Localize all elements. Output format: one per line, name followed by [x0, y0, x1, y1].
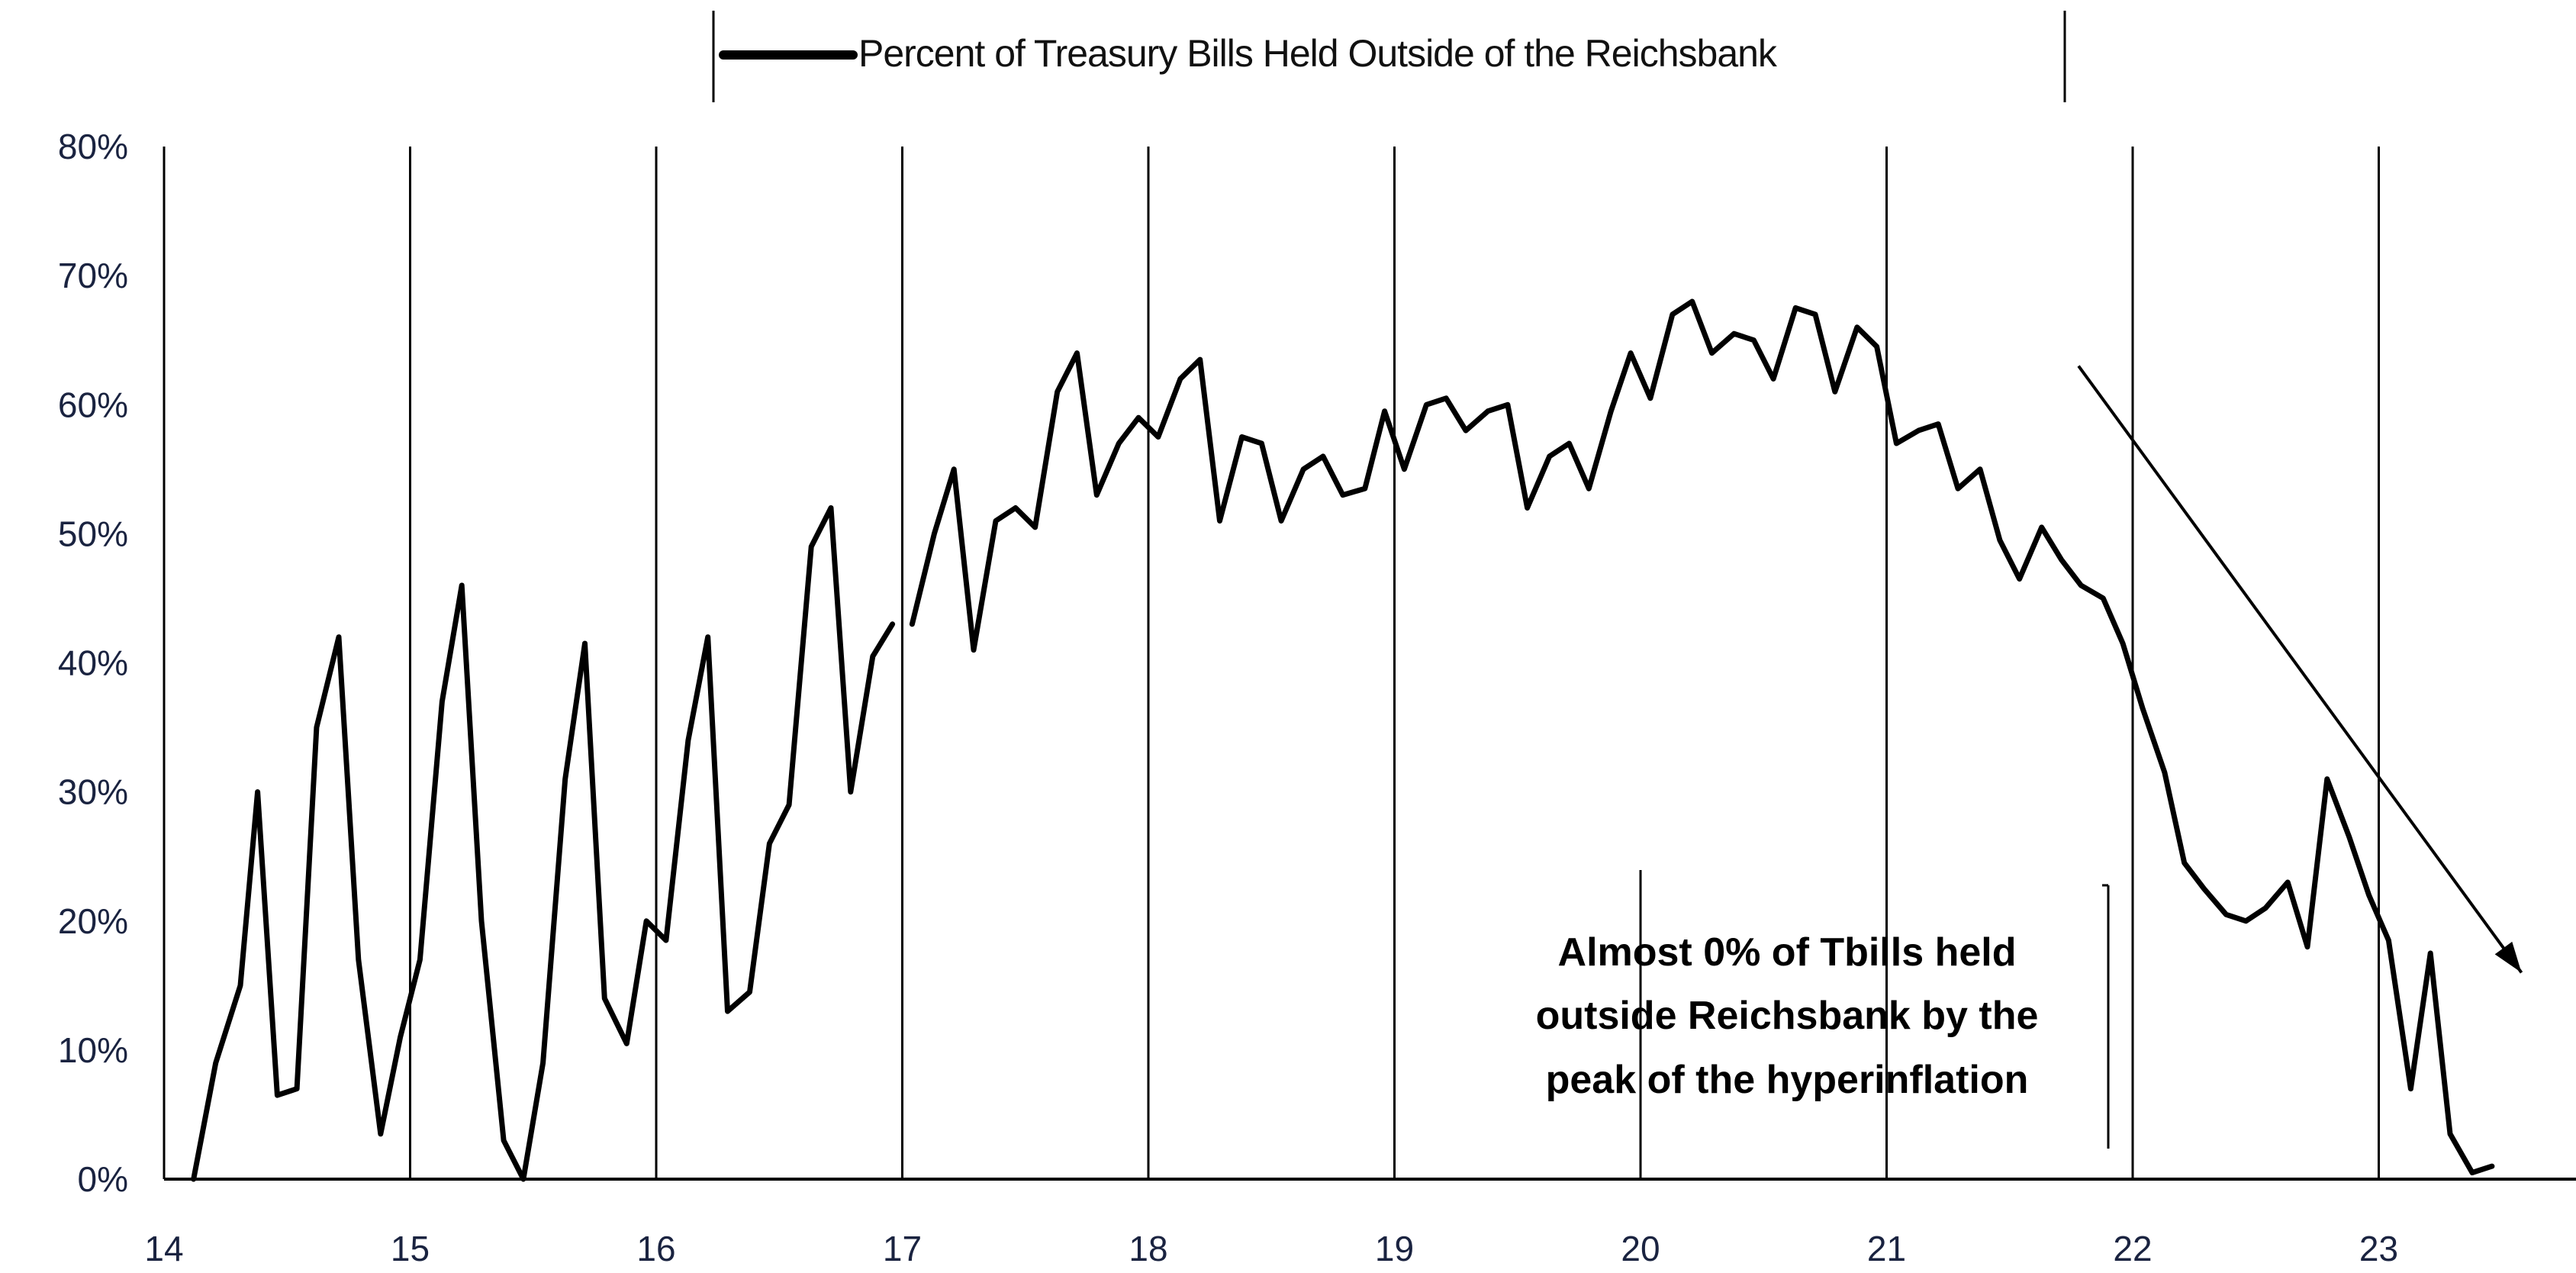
series-layer: [191, 298, 2495, 1182]
x-tick-23: 23: [2359, 1229, 2398, 1268]
y-tick-70: 70%: [58, 256, 128, 295]
y-tick-40: 40%: [58, 643, 128, 683]
annotation-line-2: outside Reichsbank by the: [1536, 994, 2039, 1038]
annotation-line-3: peak of the hyperinflation: [1546, 1058, 2029, 1102]
trend-arrow: [2077, 365, 2523, 974]
x-tick-16: 16: [636, 1229, 675, 1268]
y-tick-10: 10%: [58, 1030, 128, 1070]
y-tick-30: 30%: [58, 772, 128, 812]
annotation-line-1: Almost 0% of Tbills held: [1558, 930, 2017, 975]
trend-arrow-shaft: [2077, 365, 2523, 974]
x-tick-20: 20: [1621, 1229, 1660, 1268]
series-line-segment-2: [909, 298, 2495, 1175]
gridlines: [163, 147, 2380, 1179]
trend-arrow-head: [2494, 941, 2522, 973]
x-tick-22: 22: [2113, 1229, 2152, 1268]
legend: Percent of Treasury Bills Held Outside o…: [712, 11, 2066, 102]
x-tick-18: 18: [1129, 1229, 1167, 1268]
y-tick-80: 80%: [58, 127, 128, 166]
x-tick-19: 19: [1375, 1229, 1414, 1268]
x-tick-15: 15: [391, 1229, 430, 1268]
x-tick-14: 14: [144, 1229, 183, 1268]
y-tick-60: 60%: [58, 385, 128, 424]
annotation: Almost 0% of Tbills held outside Reichsb…: [1536, 884, 2110, 1149]
series-line-segment-1: [191, 505, 896, 1182]
y-tick-labels: 0% 10% 20% 30% 40% 50% 60% 70% 80%: [58, 127, 128, 1199]
y-tick-0: 0%: [78, 1159, 128, 1199]
x-tick-21: 21: [1867, 1229, 1906, 1268]
y-tick-20: 20%: [58, 901, 128, 941]
y-tick-50: 50%: [58, 514, 128, 553]
legend-label: Percent of Treasury Bills Held Outside o…: [858, 32, 1778, 75]
x-tick-17: 17: [883, 1229, 922, 1268]
x-tick-labels: 14 15 16 17 18 19 20 21 22 23: [144, 1229, 2398, 1268]
